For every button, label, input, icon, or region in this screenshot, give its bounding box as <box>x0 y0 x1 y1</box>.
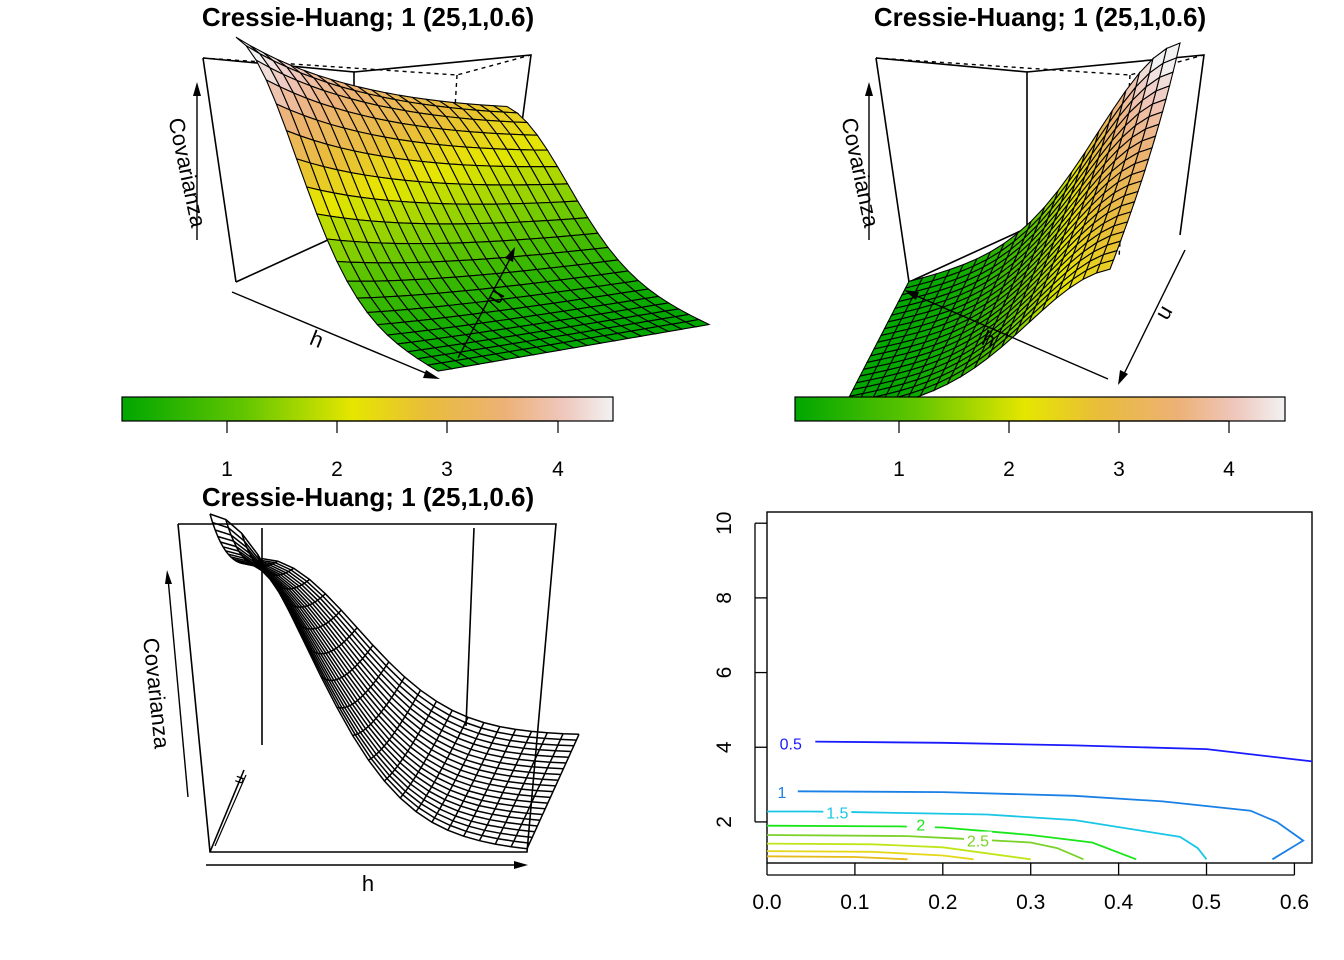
contour-label: 1.5 <box>826 806 848 823</box>
panel-3-zlabel: Covarianza <box>138 637 175 751</box>
wireframe-line <box>230 556 548 804</box>
colorbar-1-tick-label: 4 <box>552 458 564 481</box>
x-tick-label: 0.1 <box>840 891 869 914</box>
wireframe-line <box>259 559 577 741</box>
contour-line <box>767 810 1208 860</box>
panel-3-box <box>177 523 557 853</box>
colorbar-1-tick-label: 2 <box>331 458 343 481</box>
wireframe-line <box>217 535 535 833</box>
panel-2: Cressie-Huang; 1 (25,1,0.6) Covarianza h… <box>837 2 1206 418</box>
panel-4-axes: 0.0 0.1 0.2 0.3 0.4 0.5 0.6 2 4 6 8 10 <box>713 512 1309 914</box>
wireframe-line <box>241 562 559 781</box>
panel-1-axes <box>193 82 515 379</box>
colorbar-2-tick-label: 1 <box>893 458 905 481</box>
wireframe-line <box>238 561 556 787</box>
wireframe-line <box>494 732 548 845</box>
wireframe-line <box>431 722 485 823</box>
wireframe-line <box>254 561 572 753</box>
x-tick-label: 0.6 <box>1280 891 1309 914</box>
wireframe-line <box>462 729 517 837</box>
x-tick-label: 0.5 <box>1192 891 1221 914</box>
colorbar-1-tick-label: 3 <box>441 458 453 481</box>
y-tick-label: 10 <box>713 512 736 535</box>
y-tick-label: 6 <box>713 667 736 679</box>
y-tick-label: 2 <box>713 816 736 828</box>
contour-label: 2 <box>916 818 925 835</box>
wireframe-line <box>235 560 554 793</box>
contour-line <box>766 850 974 861</box>
wireframe-line <box>246 563 564 770</box>
colorbar-1-tick-label: 1 <box>221 458 233 481</box>
wireframe-line <box>243 562 561 776</box>
contour-label-bg <box>767 783 796 802</box>
wireframe-line <box>256 560 574 747</box>
panel-4-contour-plot: 0.0 0.1 0.2 0.3 0.4 0.5 0.6 2 4 6 8 10 0.5 1 1.5 2 2.5 <box>713 511 1313 914</box>
contour-label-bg <box>963 831 992 850</box>
contour-line <box>766 855 908 861</box>
wireframe-line <box>447 726 501 831</box>
panel-3-ylabel: u <box>229 773 247 786</box>
wireframe-line <box>248 562 567 764</box>
wireframe-line <box>383 700 438 782</box>
wireframe-line <box>399 709 453 799</box>
contour-line <box>766 842 1031 861</box>
x-tick-label: 0.0 <box>752 891 781 914</box>
contour-label: 1 <box>777 785 786 802</box>
wireframe-line <box>228 553 546 810</box>
panel-3-axes <box>165 570 528 869</box>
panel-1-zlabel: Covarianza <box>164 115 212 230</box>
wireframe-line <box>510 733 564 848</box>
panel-1-title: Cressie-Huang; 1 (25,1,0.6) <box>202 2 534 32</box>
panel-3: Cressie-Huang; 1 (25,1,0.6) Covarianza h… <box>138 482 580 896</box>
panel-1-surface <box>235 36 711 372</box>
panel-2-ylabel: u <box>1150 301 1178 324</box>
panel-3-xlabel: h <box>362 871 374 896</box>
wireframe-line <box>478 731 533 842</box>
panel-2-zlabel: Covarianza <box>837 115 885 230</box>
panel-4-contours: 0.5 1 1.5 2 2.5 <box>766 734 1313 861</box>
colorbar-2-tick-label: 4 <box>1223 458 1235 481</box>
contour-label-bg <box>823 803 852 822</box>
colorbar-2-tick-label: 3 <box>1113 458 1125 481</box>
x-tick-label: 0.3 <box>1016 891 1045 914</box>
contour-line <box>766 824 1137 861</box>
contour-label-bg <box>776 734 805 753</box>
colorbar-1-ticks: 1 2 3 4 <box>221 420 564 481</box>
panel-2-title: Cressie-Huang; 1 (25,1,0.6) <box>874 2 1206 32</box>
contour-label: 2.5 <box>967 834 989 851</box>
colorbar-2-ticks: 1 2 3 4 <box>893 420 1235 481</box>
surface-facet <box>426 362 454 372</box>
colorbar-2: 1 2 3 4 <box>794 396 1286 481</box>
x-tick-label: 0.2 <box>928 891 957 914</box>
panel-4-plot-box <box>766 511 1313 864</box>
colorbar-2-tick-label: 2 <box>1003 458 1015 481</box>
wireframe-line <box>251 562 569 759</box>
panel-2-surface <box>837 42 1181 418</box>
panel-3-title: Cressie-Huang; 1 (25,1,0.6) <box>202 482 534 512</box>
panel-2-axes <box>865 82 1186 385</box>
panel-1: Cressie-Huang; 1 (25,1,0.6) Covarianza h… <box>164 2 711 379</box>
contour-label-bg <box>906 815 935 834</box>
contour-label: 0.5 <box>780 737 802 754</box>
wireframe-line <box>261 557 580 736</box>
wireframe-line <box>526 733 580 850</box>
panel-3-wireframe <box>209 513 580 850</box>
wireframe-line <box>415 716 469 813</box>
y-tick-label: 4 <box>713 741 736 753</box>
x-tick-label: 0.4 <box>1104 891 1134 914</box>
colorbar-1: 1 2 3 4 <box>121 396 614 481</box>
contour-line <box>815 740 1313 763</box>
panel-1-xlabel: h <box>306 325 327 353</box>
y-tick-label: 8 <box>713 592 736 604</box>
contour-line <box>797 790 1305 861</box>
contour-line <box>766 834 1084 861</box>
